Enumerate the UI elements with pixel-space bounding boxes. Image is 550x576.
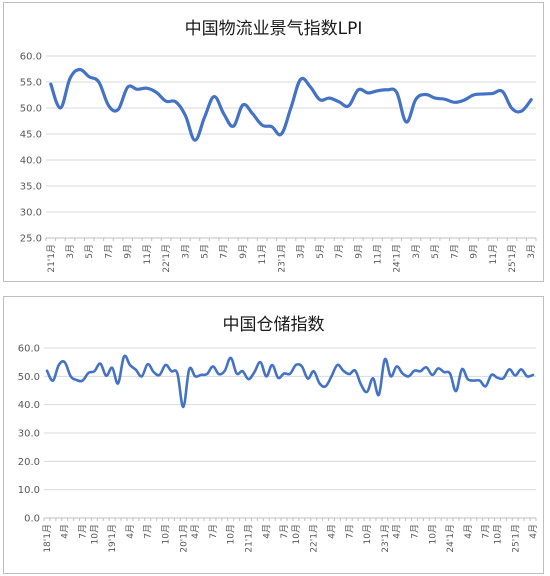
- storage-x-tick-label: 10月: [89, 524, 100, 544]
- storage-x-tick-label: 10月: [492, 524, 503, 544]
- storage-x-tick-label: 7月: [208, 524, 219, 539]
- lpi-x-tick-label: 9月: [238, 244, 249, 259]
- lpi-x-tick-label: 7月: [449, 244, 460, 259]
- lpi-x-tick-label: 3月: [526, 244, 537, 259]
- storage-chart-svg: 0.010.020.030.040.050.060.018'1月 4月 7月 10月 1…: [18, 344, 539, 553]
- storage-x-tick-label: 4月: [528, 524, 539, 539]
- storage-y-tick-label: 60.0: [18, 344, 40, 355]
- storage-x-tick-label: 21'1月: [244, 524, 255, 553]
- lpi-x-tick-label: 9月: [353, 244, 364, 259]
- storage-x-tick-label: 24'1月: [445, 524, 456, 553]
- storage-y-tick-label: 10.0: [18, 485, 40, 496]
- lpi-x-tick-label: 9月: [123, 244, 134, 259]
- lpi-x-tick-label: 22'1月: [161, 244, 172, 273]
- lpi-x-tick-label: 11月: [372, 244, 383, 264]
- storage-x-tick-label: 18'1月: [42, 524, 53, 553]
- lpi-x-tick-label: 3月: [65, 244, 76, 259]
- lpi-x-tick-label: 11月: [142, 244, 153, 264]
- lpi-y-tick-label: 55.0: [20, 78, 42, 89]
- storage-x-tick-label: 4月: [326, 524, 337, 539]
- storage-chart-title: 中国仓储指数: [222, 315, 325, 335]
- lpi-x-tick-label: 7月: [219, 244, 230, 259]
- lpi-x-tick-label: 3月: [411, 244, 422, 259]
- lpi-chart-panel: 中国物流业景气指数LPI 25.0 30.0 35.0 40.0 45.0 50.0 55.…: [3, 2, 544, 282]
- storage-x-tick-label: 10月: [362, 524, 373, 544]
- storage-x-tick-label: 7月: [143, 524, 154, 539]
- storage-x-tick-label: 10月: [427, 524, 438, 544]
- storage-x-tick-label: 7月: [279, 524, 290, 539]
- lpi-y-tick-label: 45.0: [20, 130, 42, 141]
- lpi-x-tick-label: 7月: [334, 244, 345, 259]
- lpi-y-tick-label: 30.0: [20, 208, 42, 219]
- storage-y-tick-label: 20.0: [18, 457, 40, 468]
- storage-x-tick-label: 7月: [481, 524, 492, 539]
- storage-x-tick-label: 25'1月: [510, 524, 521, 553]
- storage-series-line: [45, 354, 535, 409]
- lpi-x-tick-label: 11月: [257, 244, 268, 264]
- lpi-x-tick-label: 23'1月: [276, 244, 287, 273]
- storage-y-tick-label: 0.0: [24, 514, 40, 525]
- storage-x-tick-label: 7月: [409, 524, 420, 539]
- lpi-y-tick-label: 35.0: [20, 182, 42, 193]
- lpi-chart-svg: 25.0 30.0 35.0 40.0 45.0 50.0 55.0 60.0 21'1月 3月 5…: [20, 52, 537, 273]
- lpi-x-tick-label: 24'1月: [392, 244, 403, 273]
- lpi-x-tick-label: 25'1月: [507, 244, 518, 273]
- lpi-x-tick-label: 5月: [430, 244, 441, 259]
- storage-x-tick-label: 4月: [463, 524, 474, 539]
- lpi-y-tick-label: 50.0: [20, 104, 42, 115]
- storage-x-tick-label: 10月: [226, 524, 237, 544]
- storage-x-tick-label: 4月: [125, 524, 136, 539]
- storage-x-tick-label: 4月: [392, 524, 403, 539]
- storage-x-tick-label: 22'1月: [309, 524, 320, 553]
- storage-y-tick-label: 50.0: [18, 372, 40, 383]
- storage-x-tick-label: 4月: [261, 524, 272, 539]
- storage-x-tick-label: 7月: [344, 524, 355, 539]
- lpi-x-tick-label: 3月: [180, 244, 191, 259]
- lpi-y-tick-label: 25.0: [20, 234, 42, 245]
- lpi-x-tick-label: 7月: [103, 244, 114, 259]
- storage-y-tick-label: 30.0: [18, 429, 40, 440]
- storage-x-tick-label: 7月: [78, 524, 89, 539]
- lpi-x-tick-label: 9月: [469, 244, 480, 259]
- lpi-x-tick-label: 5月: [84, 244, 95, 259]
- storage-x-tick-label: 20'1月: [178, 524, 189, 553]
- lpi-x-tick-label: 21'1月: [46, 244, 57, 273]
- lpi-x-tick-label: 11月: [488, 244, 499, 264]
- lpi-y-tick-label: 40.0: [20, 156, 42, 167]
- lpi-x-tick-label: 5月: [200, 244, 211, 259]
- lpi-y-tick-label: 60.0: [20, 52, 42, 63]
- lpi-series-line: [49, 67, 533, 142]
- lpi-chart-title: 中国物流业景气指数LPI: [184, 19, 363, 39]
- storage-x-tick-label: 4月: [190, 524, 201, 539]
- storage-chart-panel: 中国仓储指数 0.0 10.0 20.0 30.0 40.0 50.0 60.0 18'1月 4…: [3, 296, 544, 574]
- storage-x-tick-label: 10月: [291, 524, 302, 544]
- lpi-x-tick-label: 5月: [315, 244, 326, 259]
- storage-x-tick-label: 4月: [60, 524, 71, 539]
- storage-x-tick-label: 19'1月: [107, 524, 118, 553]
- storage-x-tick-label: 23'1月: [380, 524, 391, 553]
- storage-y-tick-label: 40.0: [18, 400, 40, 411]
- storage-x-tick-label: 10月: [161, 524, 172, 544]
- lpi-x-tick-label: 3月: [296, 244, 307, 259]
